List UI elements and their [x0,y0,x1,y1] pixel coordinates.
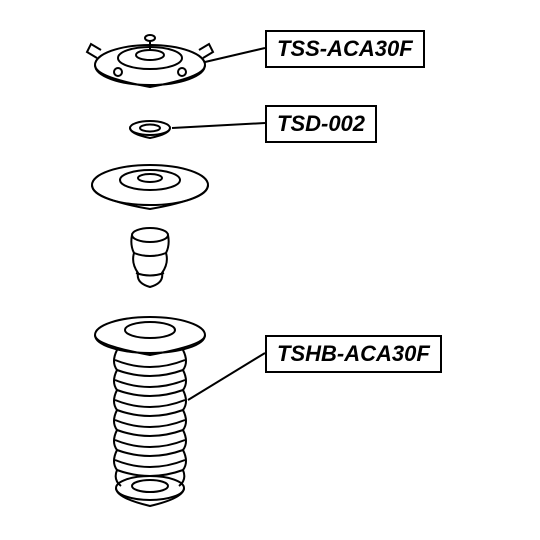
parts-diagram: TSS-ACA30F TSD-002 TSHB-ACA30F [0,0,540,540]
part-bearing [130,121,170,138]
label-bearing: TSD-002 [265,105,377,143]
part-strut-mount [87,35,213,87]
part-spring-seat [92,165,208,209]
part-dust-boot [95,317,205,506]
callout-line-top-mount [205,48,265,62]
parts-illustration [0,0,540,540]
part-bump-stop [131,228,168,287]
label-top-mount: TSS-ACA30F [265,30,425,68]
label-boot: TSHB-ACA30F [265,335,442,373]
callout-line-bearing [172,123,265,128]
callout-line-boot [188,353,265,400]
